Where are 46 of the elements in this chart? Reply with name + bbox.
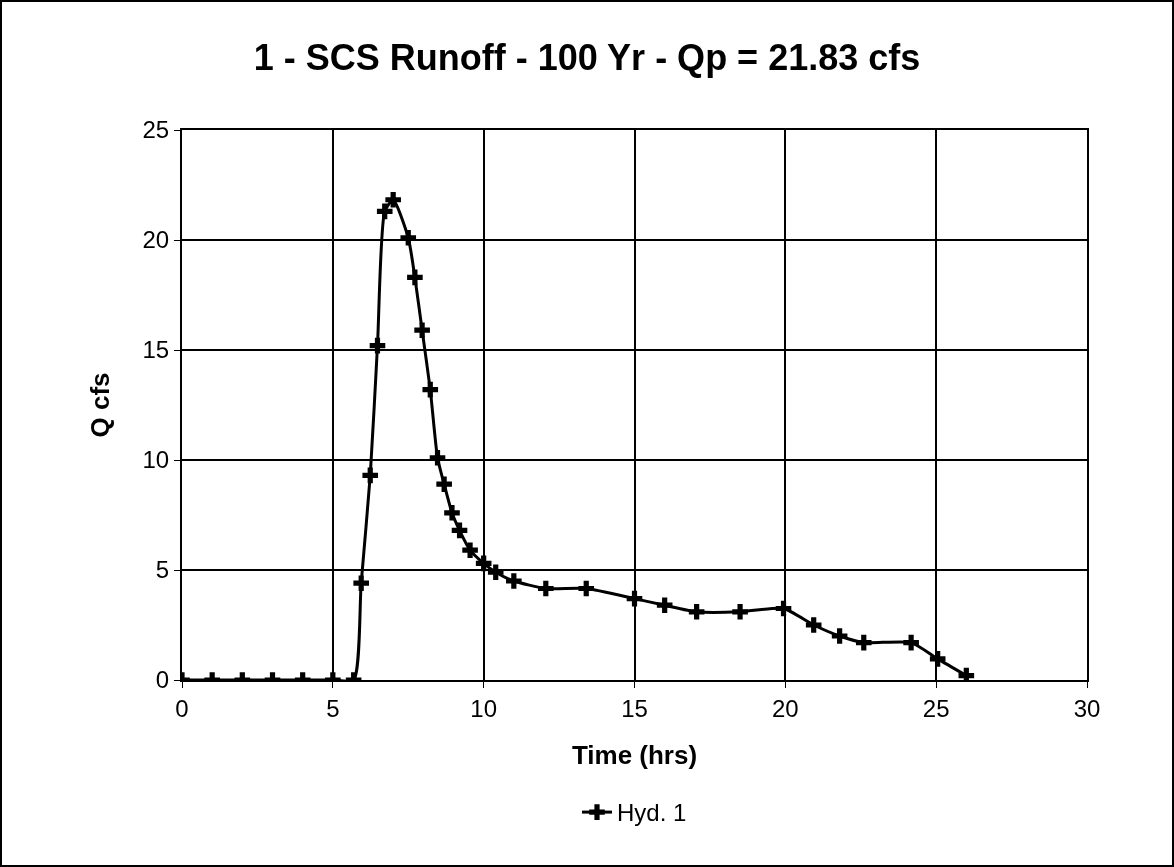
x-tick-label: 15 <box>621 694 648 722</box>
point <box>929 651 946 667</box>
point <box>436 476 452 492</box>
point <box>656 597 673 613</box>
y-tick-label: 5 <box>155 556 170 584</box>
point <box>376 203 393 220</box>
x-tick-label: 20 <box>771 694 799 722</box>
y-tick-label: 0 <box>155 666 170 694</box>
point <box>903 634 919 651</box>
x-tick-label: 25 <box>922 694 950 722</box>
y-tick-label: 20 <box>142 226 170 254</box>
point <box>353 575 369 591</box>
point <box>475 555 492 572</box>
point <box>429 450 446 466</box>
y-tick-label: 10 <box>142 446 170 474</box>
point <box>732 604 748 620</box>
y-axis-title: Q cfs <box>85 372 116 438</box>
chart-title: 1 - SCS Runoff - 100 Yr - Qp = 21.83 cfs <box>253 37 921 79</box>
point <box>385 191 401 208</box>
y-tick-label: 15 <box>142 336 170 364</box>
point <box>831 628 848 644</box>
x-tick-label: 10 <box>470 694 498 722</box>
legend-label: Hyd. 1 <box>617 799 687 827</box>
point <box>855 634 872 651</box>
point <box>538 580 554 597</box>
point <box>578 580 595 597</box>
point <box>422 381 439 398</box>
point <box>400 230 417 246</box>
point <box>487 564 504 580</box>
point <box>362 467 379 484</box>
point <box>444 505 460 521</box>
point <box>407 269 423 286</box>
x-tick-label: 5 <box>326 694 340 722</box>
point <box>805 617 822 633</box>
point <box>451 522 468 539</box>
x-tick-label: 30 <box>1073 694 1101 722</box>
point <box>414 322 430 338</box>
point <box>369 337 386 354</box>
point <box>626 590 643 607</box>
point <box>688 604 705 620</box>
point <box>775 600 792 617</box>
point <box>462 542 478 558</box>
y-tick-label: 25 <box>142 116 170 144</box>
point <box>506 573 522 589</box>
x-axis-title: Time (hrs) <box>571 740 698 770</box>
x-tick-label: 0 <box>175 694 189 722</box>
